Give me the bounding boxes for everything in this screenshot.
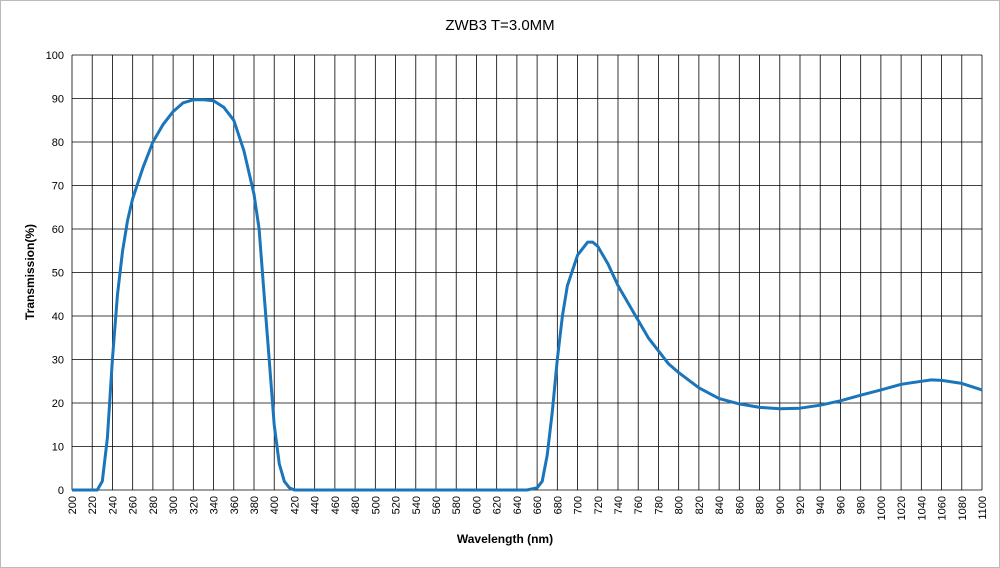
x-tick-label: 980 <box>856 496 868 514</box>
y-tick-label: 70 <box>52 181 64 193</box>
x-tick-label: 400 <box>269 496 281 514</box>
x-tick-label: 320 <box>188 496 200 514</box>
y-tick-label: 50 <box>52 268 64 280</box>
x-tick-label: 360 <box>229 496 241 514</box>
x-tick-label: 680 <box>552 496 564 514</box>
x-tick-label: 1040 <box>916 496 928 520</box>
x-axis-label: Wavelength (nm) <box>457 532 553 546</box>
data-line <box>72 98 983 492</box>
x-tick-label: 860 <box>734 496 746 514</box>
x-tick-label: 500 <box>370 496 382 514</box>
x-tick-label: 300 <box>168 496 180 514</box>
x-tick-label: 880 <box>755 496 767 514</box>
x-tick-label: 960 <box>835 496 847 514</box>
y-axis-label: Transmission(%) <box>23 224 37 320</box>
y-tick-label: 20 <box>52 398 64 410</box>
x-tick-label: 620 <box>492 496 504 514</box>
x-tick-label: 940 <box>815 496 827 514</box>
x-tick-label: 480 <box>350 496 362 514</box>
x-tick-label: 280 <box>148 496 160 514</box>
x-tick-label: 720 <box>593 496 605 514</box>
x-tick-label: 440 <box>310 496 322 514</box>
x-tick-label: 520 <box>391 496 403 514</box>
x-tick-label: 260 <box>128 496 140 514</box>
x-tick-label: 460 <box>330 496 342 514</box>
x-tick-label: 800 <box>674 496 686 514</box>
x-tick-label: 340 <box>209 496 221 514</box>
x-tick-label: 820 <box>694 496 706 514</box>
x-tick-label: 1000 <box>876 496 888 520</box>
x-tick-label: 380 <box>249 496 261 514</box>
x-tick-label: 600 <box>471 496 483 514</box>
x-tick-label: 780 <box>653 496 665 514</box>
x-tick-label: 900 <box>775 496 787 514</box>
y-tick-label: 0 <box>58 485 64 497</box>
x-tick-label: 1080 <box>957 496 969 520</box>
x-tick-label: 1060 <box>937 496 949 520</box>
x-tick-label: 640 <box>512 496 524 514</box>
y-tick-label: 90 <box>52 94 64 106</box>
x-tick-label: 840 <box>714 496 726 514</box>
x-tick-label: 220 <box>87 496 99 514</box>
x-tick-label: 700 <box>573 496 585 514</box>
x-tick-label: 240 <box>107 496 119 514</box>
x-tick-label: 200 <box>67 496 79 514</box>
x-tick-label: 920 <box>795 496 807 514</box>
y-tick-label: 10 <box>52 442 64 454</box>
y-tick-label: 100 <box>46 50 64 62</box>
x-tick-label: 740 <box>613 496 625 514</box>
x-tick-label: 420 <box>289 496 301 514</box>
chart-title: ZWB3 T=3.0MM <box>445 17 554 34</box>
x-tick-label: 1100 <box>977 496 989 520</box>
x-tick-label: 580 <box>451 496 463 514</box>
y-tick-label: 60 <box>52 224 64 236</box>
x-tick-label: 660 <box>532 496 544 514</box>
x-tick-label: 560 <box>431 496 443 514</box>
y-tick-label: 80 <box>52 137 64 149</box>
y-tick-label: 40 <box>52 311 64 323</box>
x-tick-label: 540 <box>411 496 423 514</box>
x-tick-label: 1020 <box>896 496 908 520</box>
y-tick-label: 30 <box>52 355 64 367</box>
x-tick-label: 760 <box>633 496 645 514</box>
